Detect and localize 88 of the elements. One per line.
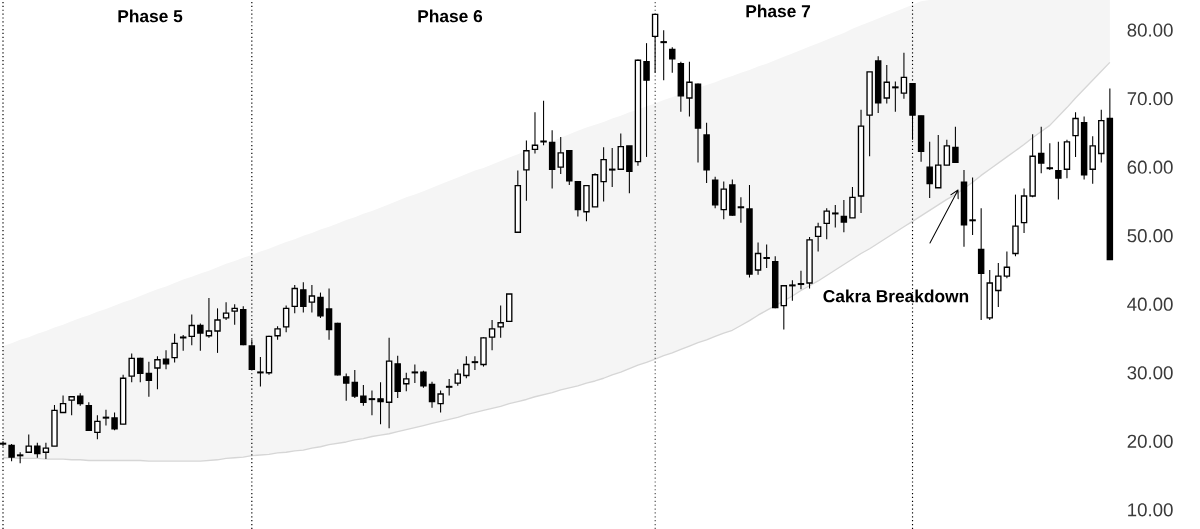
y-tick-label: 20.00 [1127, 434, 1173, 448]
candlestick [68, 395, 75, 416]
candlestick [162, 349, 170, 370]
candlestick [1089, 135, 1096, 185]
candlestick [428, 381, 436, 409]
candlestick [248, 339, 256, 371]
candlestick [926, 141, 933, 199]
candlestick [368, 390, 376, 416]
candlestick [1055, 141, 1062, 200]
candlestick [995, 262, 1002, 308]
candlestick [360, 384, 367, 407]
candlestick [900, 52, 908, 100]
candlestick [600, 146, 607, 202]
y-tick-label: 60.00 [1127, 160, 1173, 174]
candlestick [1046, 142, 1054, 171]
y-tick-label: 50.00 [1127, 229, 1173, 243]
candlestick [797, 270, 805, 290]
candlestick [188, 313, 196, 346]
candlestick [351, 369, 359, 399]
candlestick [102, 409, 110, 427]
candlestick [145, 361, 153, 398]
candlestick [651, 13, 659, 74]
candlestick [25, 433, 32, 454]
candlestick [154, 355, 161, 390]
candlestick [231, 303, 238, 326]
candlestick [94, 414, 101, 440]
candlestick [660, 29, 667, 81]
candlestick [291, 284, 298, 314]
candlestick [763, 244, 770, 269]
candlestick [205, 297, 213, 339]
candlestick [737, 196, 745, 224]
annotation: Phase 6 [418, 9, 483, 23]
candlestick [257, 356, 264, 388]
candlestick [1003, 250, 1011, 279]
candlestick [823, 207, 830, 240]
candlestick [540, 100, 547, 146]
candlestick [523, 139, 530, 202]
candlestick [608, 147, 616, 188]
candlestick [342, 372, 350, 402]
candlestick [411, 364, 419, 384]
candlestick [282, 305, 290, 333]
candlestick [377, 381, 384, 425]
candlestick [137, 357, 144, 383]
candlestick [325, 287, 333, 341]
candlestick [1072, 111, 1079, 158]
annotation: Phase 7 [746, 4, 811, 18]
candlestick [849, 186, 856, 219]
candlestick [883, 64, 891, 104]
candlestick [952, 126, 959, 164]
candlestick [789, 279, 796, 302]
candlestick [686, 61, 693, 118]
candlestick [128, 353, 135, 383]
candlestick [317, 292, 324, 319]
candlestick [471, 355, 479, 371]
candlestick [935, 134, 942, 189]
candlestick [488, 319, 496, 351]
candlestick [780, 285, 788, 331]
y-tick-label: 40.00 [1127, 297, 1173, 311]
candlestick [754, 242, 762, 276]
candlestick [197, 322, 204, 352]
candlestick [497, 305, 504, 339]
y-tick-label: 10.00 [1128, 503, 1173, 517]
candlestick [832, 204, 839, 229]
candlestick [814, 222, 822, 253]
y-tick-label: 80.00 [1127, 23, 1173, 37]
candlestick [214, 307, 221, 354]
candlestick [300, 281, 307, 313]
candlestick [171, 333, 178, 364]
candlestick [840, 199, 848, 233]
candlestick [669, 46, 676, 74]
candlestick [969, 176, 976, 236]
candlestick [222, 301, 230, 321]
y-tick-label: 70.00 [1127, 92, 1173, 106]
annotation: Phase 5 [118, 9, 183, 23]
candlestick [403, 372, 410, 392]
candlestick [1037, 126, 1045, 174]
candlestick [308, 284, 316, 313]
candlestick [720, 181, 727, 220]
candlestick [557, 136, 564, 175]
candlestick [463, 355, 470, 379]
candlestick [643, 42, 650, 158]
candlestick [943, 139, 951, 166]
annotation: Cakra Breakdown [823, 289, 969, 303]
candlestick [892, 80, 899, 113]
candlestick [617, 133, 625, 170]
y-tick-label: 30.00 [1127, 366, 1173, 380]
candlestick [977, 207, 985, 321]
candlestick [437, 390, 444, 414]
